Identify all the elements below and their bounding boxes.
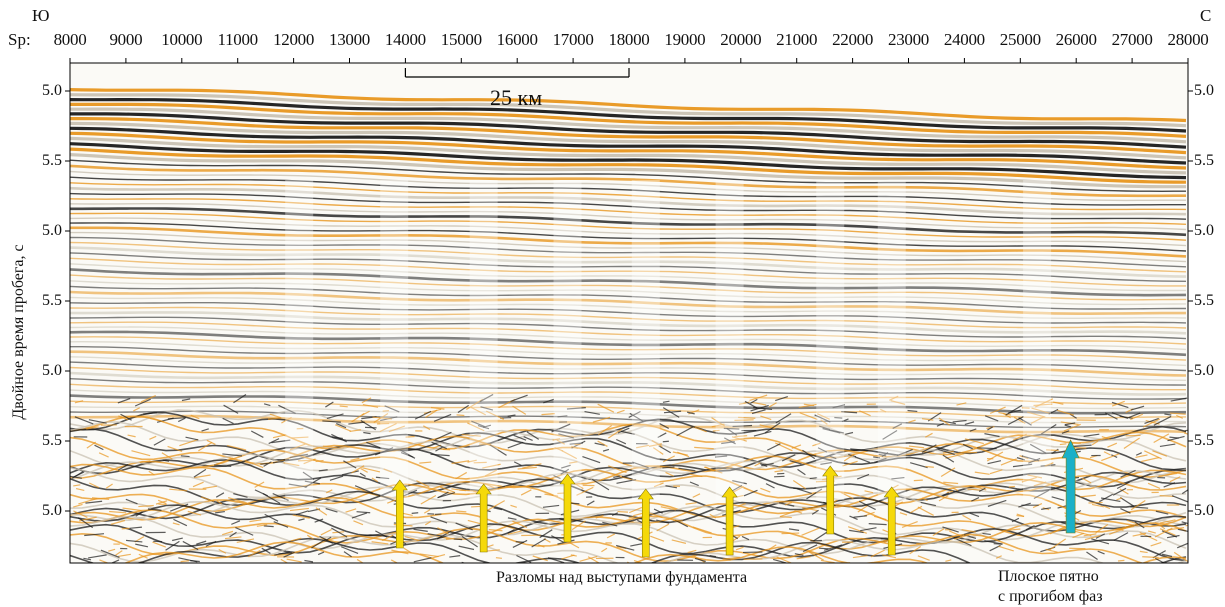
y-tick-label-left: 5.0 <box>42 362 62 380</box>
y-tick-label-left: 5.5 <box>42 152 62 170</box>
basement-noise-stroke <box>454 539 462 540</box>
basement-noise-stroke <box>1088 502 1102 503</box>
basement-noise-stroke <box>292 563 309 569</box>
y-tick-label-right: 5.0 <box>1194 82 1214 100</box>
y-tick-label-right: 5.5 <box>1194 432 1214 450</box>
basement-noise-stroke <box>1118 560 1124 561</box>
fault-zone <box>1023 180 1051 500</box>
basement-noise-stroke <box>119 564 135 570</box>
basement-noise-stroke <box>446 538 455 539</box>
basement-noise-stroke <box>1160 496 1174 497</box>
basement-noise-stroke <box>1060 444 1067 445</box>
fault-zone <box>816 180 844 500</box>
y-tick-label-left: 5.5 <box>42 432 62 450</box>
fault-zone <box>285 180 313 500</box>
y-tick-label-left: 5.0 <box>42 222 62 240</box>
y-tick-label-right: 5.0 <box>1194 222 1214 240</box>
basement-noise-stroke <box>978 563 986 568</box>
basement-noise-stroke <box>122 528 130 529</box>
basement-noise-stroke <box>819 548 828 549</box>
basement-noise-stroke <box>782 533 800 534</box>
faults-caption: Разломы над выступами фундамента <box>496 569 747 587</box>
basement-noise-stroke <box>264 526 274 527</box>
basement-noise-stroke <box>618 512 628 513</box>
y-tick-label-left: 5.0 <box>42 82 62 100</box>
basement-noise-stroke <box>412 513 419 514</box>
basement-noise-stroke <box>456 511 466 512</box>
flat-spot-caption-line1: Плоское пятно <box>998 567 1103 587</box>
y-tick-label-left: 5.5 <box>42 292 62 310</box>
basement-noise-stroke <box>977 448 996 449</box>
basement-noise-stroke <box>496 558 502 559</box>
basement-noise-stroke <box>925 467 933 468</box>
fault-zone <box>716 180 744 500</box>
y-tick-label-right: 5.5 <box>1194 152 1214 170</box>
fault-zone <box>470 180 498 500</box>
basement-noise-stroke <box>340 406 348 407</box>
basement-noise-stroke <box>457 415 465 416</box>
y-tick-label-right: 5.0 <box>1194 502 1214 520</box>
y-tick-label-right: 5.5 <box>1194 292 1214 310</box>
y-axis-label: Двойное время пробега, с <box>10 244 28 419</box>
scale-bar-label: 25 км <box>490 85 542 111</box>
fault-zone <box>878 180 906 500</box>
fault-zone <box>380 180 408 500</box>
basement-noise-stroke <box>1142 557 1158 558</box>
fault-zone <box>554 180 582 500</box>
y-tick-label-right: 5.0 <box>1194 362 1214 380</box>
basement-noise-stroke <box>181 456 190 457</box>
y-tick-label-left: 5.0 <box>42 502 62 520</box>
fault-zone <box>632 180 660 500</box>
flat-spot-caption: Плоское пятно с прогибом фаз <box>998 567 1103 607</box>
flat-spot-caption-line2: с прогибом фаз <box>998 587 1103 607</box>
